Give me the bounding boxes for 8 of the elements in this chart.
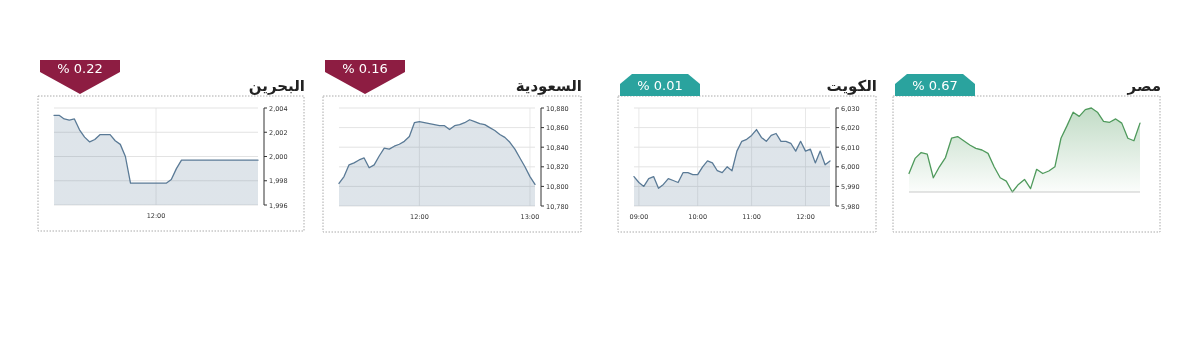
chart-title: السعودية xyxy=(515,77,582,95)
text: % 0.67 xyxy=(912,78,958,93)
chart-title: مصر xyxy=(1126,77,1161,95)
text: % 0.22 xyxy=(57,61,103,76)
chart-title: البحرين xyxy=(248,77,305,95)
chart-title: الكويت xyxy=(826,77,877,95)
text: % 0.01 xyxy=(637,78,683,93)
text: % 0.16 xyxy=(342,61,388,76)
